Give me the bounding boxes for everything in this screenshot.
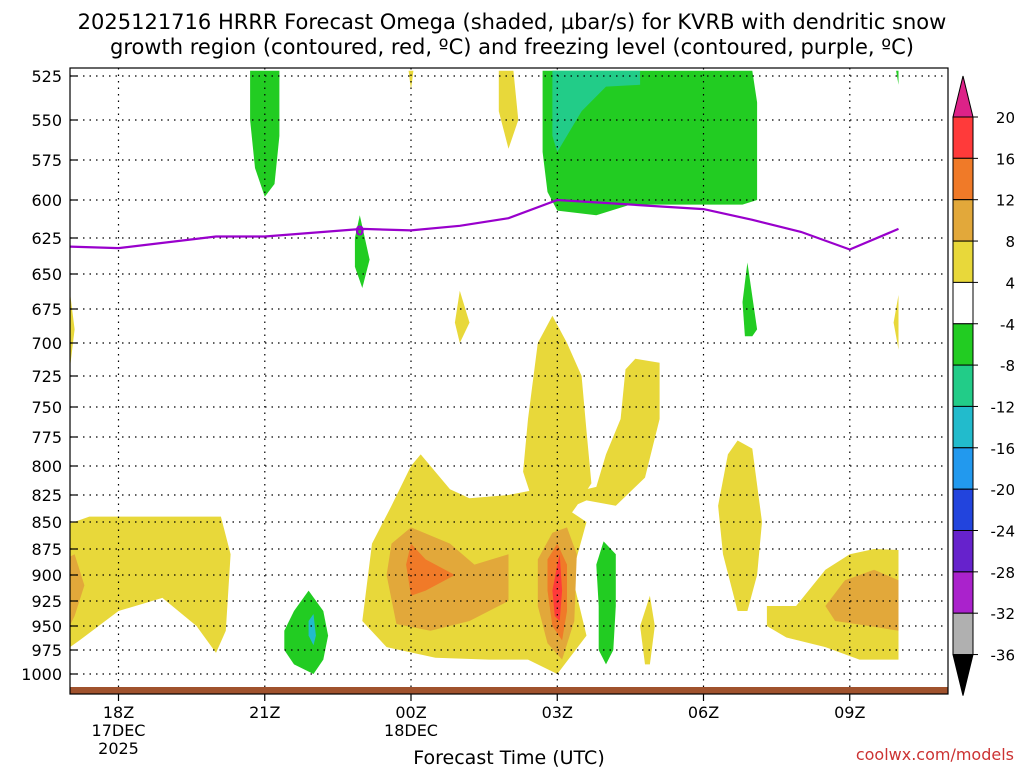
y-tick-label: 700 — [31, 334, 62, 353]
omega-region-teal-03z-top — [552, 70, 641, 152]
colorbar-swatch — [952, 281, 974, 325]
omega-region-green-0030z-spike — [354, 215, 370, 288]
colorbar-swatch — [952, 530, 974, 573]
y-tick-label: 675 — [31, 300, 62, 319]
y-tick-label: 625 — [31, 229, 62, 248]
x-tick-label: 18Z — [103, 703, 134, 722]
colorbar-label: -36 — [991, 647, 1016, 665]
omega-region-yellow-03z-core — [523, 315, 592, 533]
colorbar-label: 4 — [1005, 274, 1015, 292]
colorbar: 20 16 12 8 4 -4 -8 -12 -16 -20 -24 -28 -32 -36 — [952, 75, 1016, 696]
plot-frame — [69, 67, 949, 695]
y-tick-label: 650 — [31, 265, 62, 284]
colorbar-swatch — [952, 323, 974, 366]
y-tick-label: 750 — [31, 398, 62, 417]
y-tick-label: 975 — [31, 641, 62, 660]
colorbar-swatch — [952, 364, 974, 407]
chart-title-line1: 2025121716 HRRR Forecast Omega (shaded, … — [78, 10, 947, 34]
y-tick-label: 1000 — [21, 665, 62, 684]
plot-area: 0 — [69, 67, 949, 695]
colorbar-swatch — [952, 240, 974, 283]
y-tick-label: 550 — [31, 111, 62, 130]
y-tick-label: 725 — [31, 367, 62, 386]
omega-region-yellow-02z-top — [498, 70, 519, 149]
colorbar-label: -4 — [1000, 316, 1015, 334]
y-tick-label: 900 — [31, 566, 62, 585]
omega-region-yellow-01z-spike — [454, 290, 470, 343]
omega-region-green-2230z — [284, 590, 329, 674]
omega-region-darkorange-00z — [406, 543, 455, 596]
colorbar-swatch — [952, 571, 974, 614]
chart-title-line2: growth region (contoured, red, ºC) and f… — [110, 35, 914, 59]
omega-region-orange-09z — [825, 569, 899, 631]
colorbar-swatch — [952, 488, 974, 532]
x-tick-label: 09Z — [834, 703, 865, 722]
colorbar-label: -8 — [1000, 357, 1015, 375]
credit-text: coolwx.com/models — [856, 745, 1014, 764]
colorbar-swatch — [952, 612, 974, 656]
omega-region-green-0430z — [596, 541, 616, 665]
y-tick-label: 775 — [31, 428, 62, 447]
x-tick-label: 00Z — [395, 703, 426, 722]
colorbar-label: -20 — [991, 481, 1016, 499]
y-tick-label: 800 — [31, 457, 62, 476]
y-tick-label: 600 — [31, 191, 62, 210]
colorbar-label: -32 — [991, 605, 1016, 623]
colorbar-swatch — [952, 199, 974, 242]
omega-region-green-07z-spike — [742, 262, 758, 337]
omega-region-yellow-0430z — [640, 595, 655, 665]
y-tick-label: 850 — [31, 513, 62, 532]
x-tick-label: 21Z — [249, 703, 280, 722]
colorbar-label: -24 — [991, 523, 1016, 541]
y-tick-label: 925 — [31, 592, 62, 611]
x-tick-label: 06Z — [688, 703, 719, 722]
y-tick-label: 575 — [31, 151, 62, 170]
freezing-level-line — [70, 198, 899, 251]
omega-region-teal-2230z — [308, 614, 316, 646]
colorbar-label: -28 — [991, 564, 1016, 582]
omega-region-yellow-17z — [70, 516, 231, 653]
colorbar-label: 8 — [1005, 233, 1015, 251]
omega-region-green-10z-topcorner — [896, 70, 899, 85]
x-axis-title: Forecast Time (UTC) — [413, 747, 604, 768]
omega-region-red-03z — [552, 554, 563, 621]
colorbar-label: 20 — [996, 109, 1015, 127]
omega-region-yellow-17z-spike — [70, 292, 75, 368]
y-axis: 525 550 575 600 625 650 675 700 725 750 775 800 825 8… — [21, 67, 77, 684]
ground-surface — [70, 687, 948, 694]
omega-region-orange-17z — [70, 554, 85, 626]
colorbar-label: 12 — [996, 192, 1015, 210]
omega-region-yellow-2330z-top — [408, 70, 414, 91]
x-tick-sublabel: 18DEC — [384, 721, 438, 740]
freezing-level-label: 0 — [355, 224, 364, 239]
omega-region-yellow-10z-right — [893, 295, 899, 350]
colorbar-swatch — [952, 157, 974, 201]
y-tick-label: 825 — [31, 486, 62, 505]
colorbar-swatch — [952, 405, 974, 449]
colorbar-label: -12 — [991, 398, 1016, 416]
x-tick-label: 03Z — [542, 703, 573, 722]
x-tick-sublabel: 2025 — [98, 739, 139, 758]
x-tick-sublabel: 17DEC — [92, 721, 146, 740]
colorbar-swatch — [952, 447, 974, 490]
y-tick-label: 525 — [31, 67, 62, 86]
colorbar-bottom-triangle — [952, 654, 974, 696]
colorbar-label: -16 — [991, 440, 1016, 458]
y-tick-label: 875 — [31, 540, 62, 559]
omega-region-yellow-07z — [718, 440, 762, 611]
colorbar-label: 16 — [996, 150, 1015, 168]
colorbar-top-triangle — [952, 75, 974, 118]
y-tick-label: 950 — [31, 617, 62, 636]
colorbar-swatch — [952, 116, 974, 159]
omega-region-yellow-00z-03z — [362, 358, 660, 674]
